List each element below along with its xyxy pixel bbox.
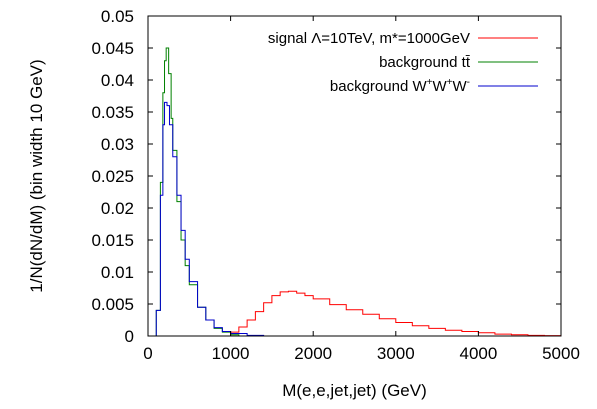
x-tick-label: 3000 — [377, 344, 415, 363]
legend-www-part: background W — [330, 78, 428, 95]
y-tick-label: 0.035 — [91, 103, 134, 122]
y-tick-label: 0.03 — [101, 135, 134, 154]
x-axis-title: M(e,e,jet,jet) (GeV) — [282, 381, 427, 400]
y-tick-label: 0.005 — [91, 295, 134, 314]
legend-www-sup2: + — [447, 77, 453, 88]
y-tick-label: 0.01 — [101, 263, 134, 282]
y-tick-label: 0 — [125, 327, 134, 346]
legend: signal Λ=10TeV, m*=1000GeV background tt… — [268, 30, 538, 95]
series-www — [152, 101, 265, 337]
legend-label-www: background W+W+W- — [330, 77, 470, 95]
legend-www-sup3: - — [467, 77, 470, 88]
series-ttbar — [152, 47, 240, 337]
legend-label-signal: signal Λ=10TeV, m*=1000GeV — [268, 30, 470, 47]
y-tick-label: 0.02 — [101, 199, 134, 218]
legend-www-w3: W — [452, 78, 467, 95]
series-signal — [222, 290, 562, 337]
x-tick-label: 1000 — [212, 344, 250, 363]
y-tick-label: 0.05 — [101, 7, 134, 26]
legend-www-w2: W — [432, 78, 447, 95]
x-tick-label: 2000 — [294, 344, 332, 363]
x-tick-label: 5000 — [542, 344, 580, 363]
y-axis-title: 1/N(dN/dM) (bin width 10 GeV) — [27, 59, 46, 292]
y-tick-label: 0.04 — [101, 71, 134, 90]
x-tick-label: 0 — [143, 344, 152, 363]
y-tick-label: 0.025 — [91, 167, 134, 186]
legend-label-ttbar: background tt̄ — [379, 54, 471, 71]
legend-www-sup1: + — [427, 77, 433, 88]
series-layer — [152, 47, 562, 337]
axis-ticks: 0 1000 2000 3000 4000 5000 0 0.005 0.01 0.015 0.02… — [91, 7, 579, 363]
y-tick-label: 0.045 — [91, 39, 134, 58]
x-tick-label: 4000 — [459, 344, 497, 363]
y-tick-label: 0.015 — [91, 231, 134, 250]
